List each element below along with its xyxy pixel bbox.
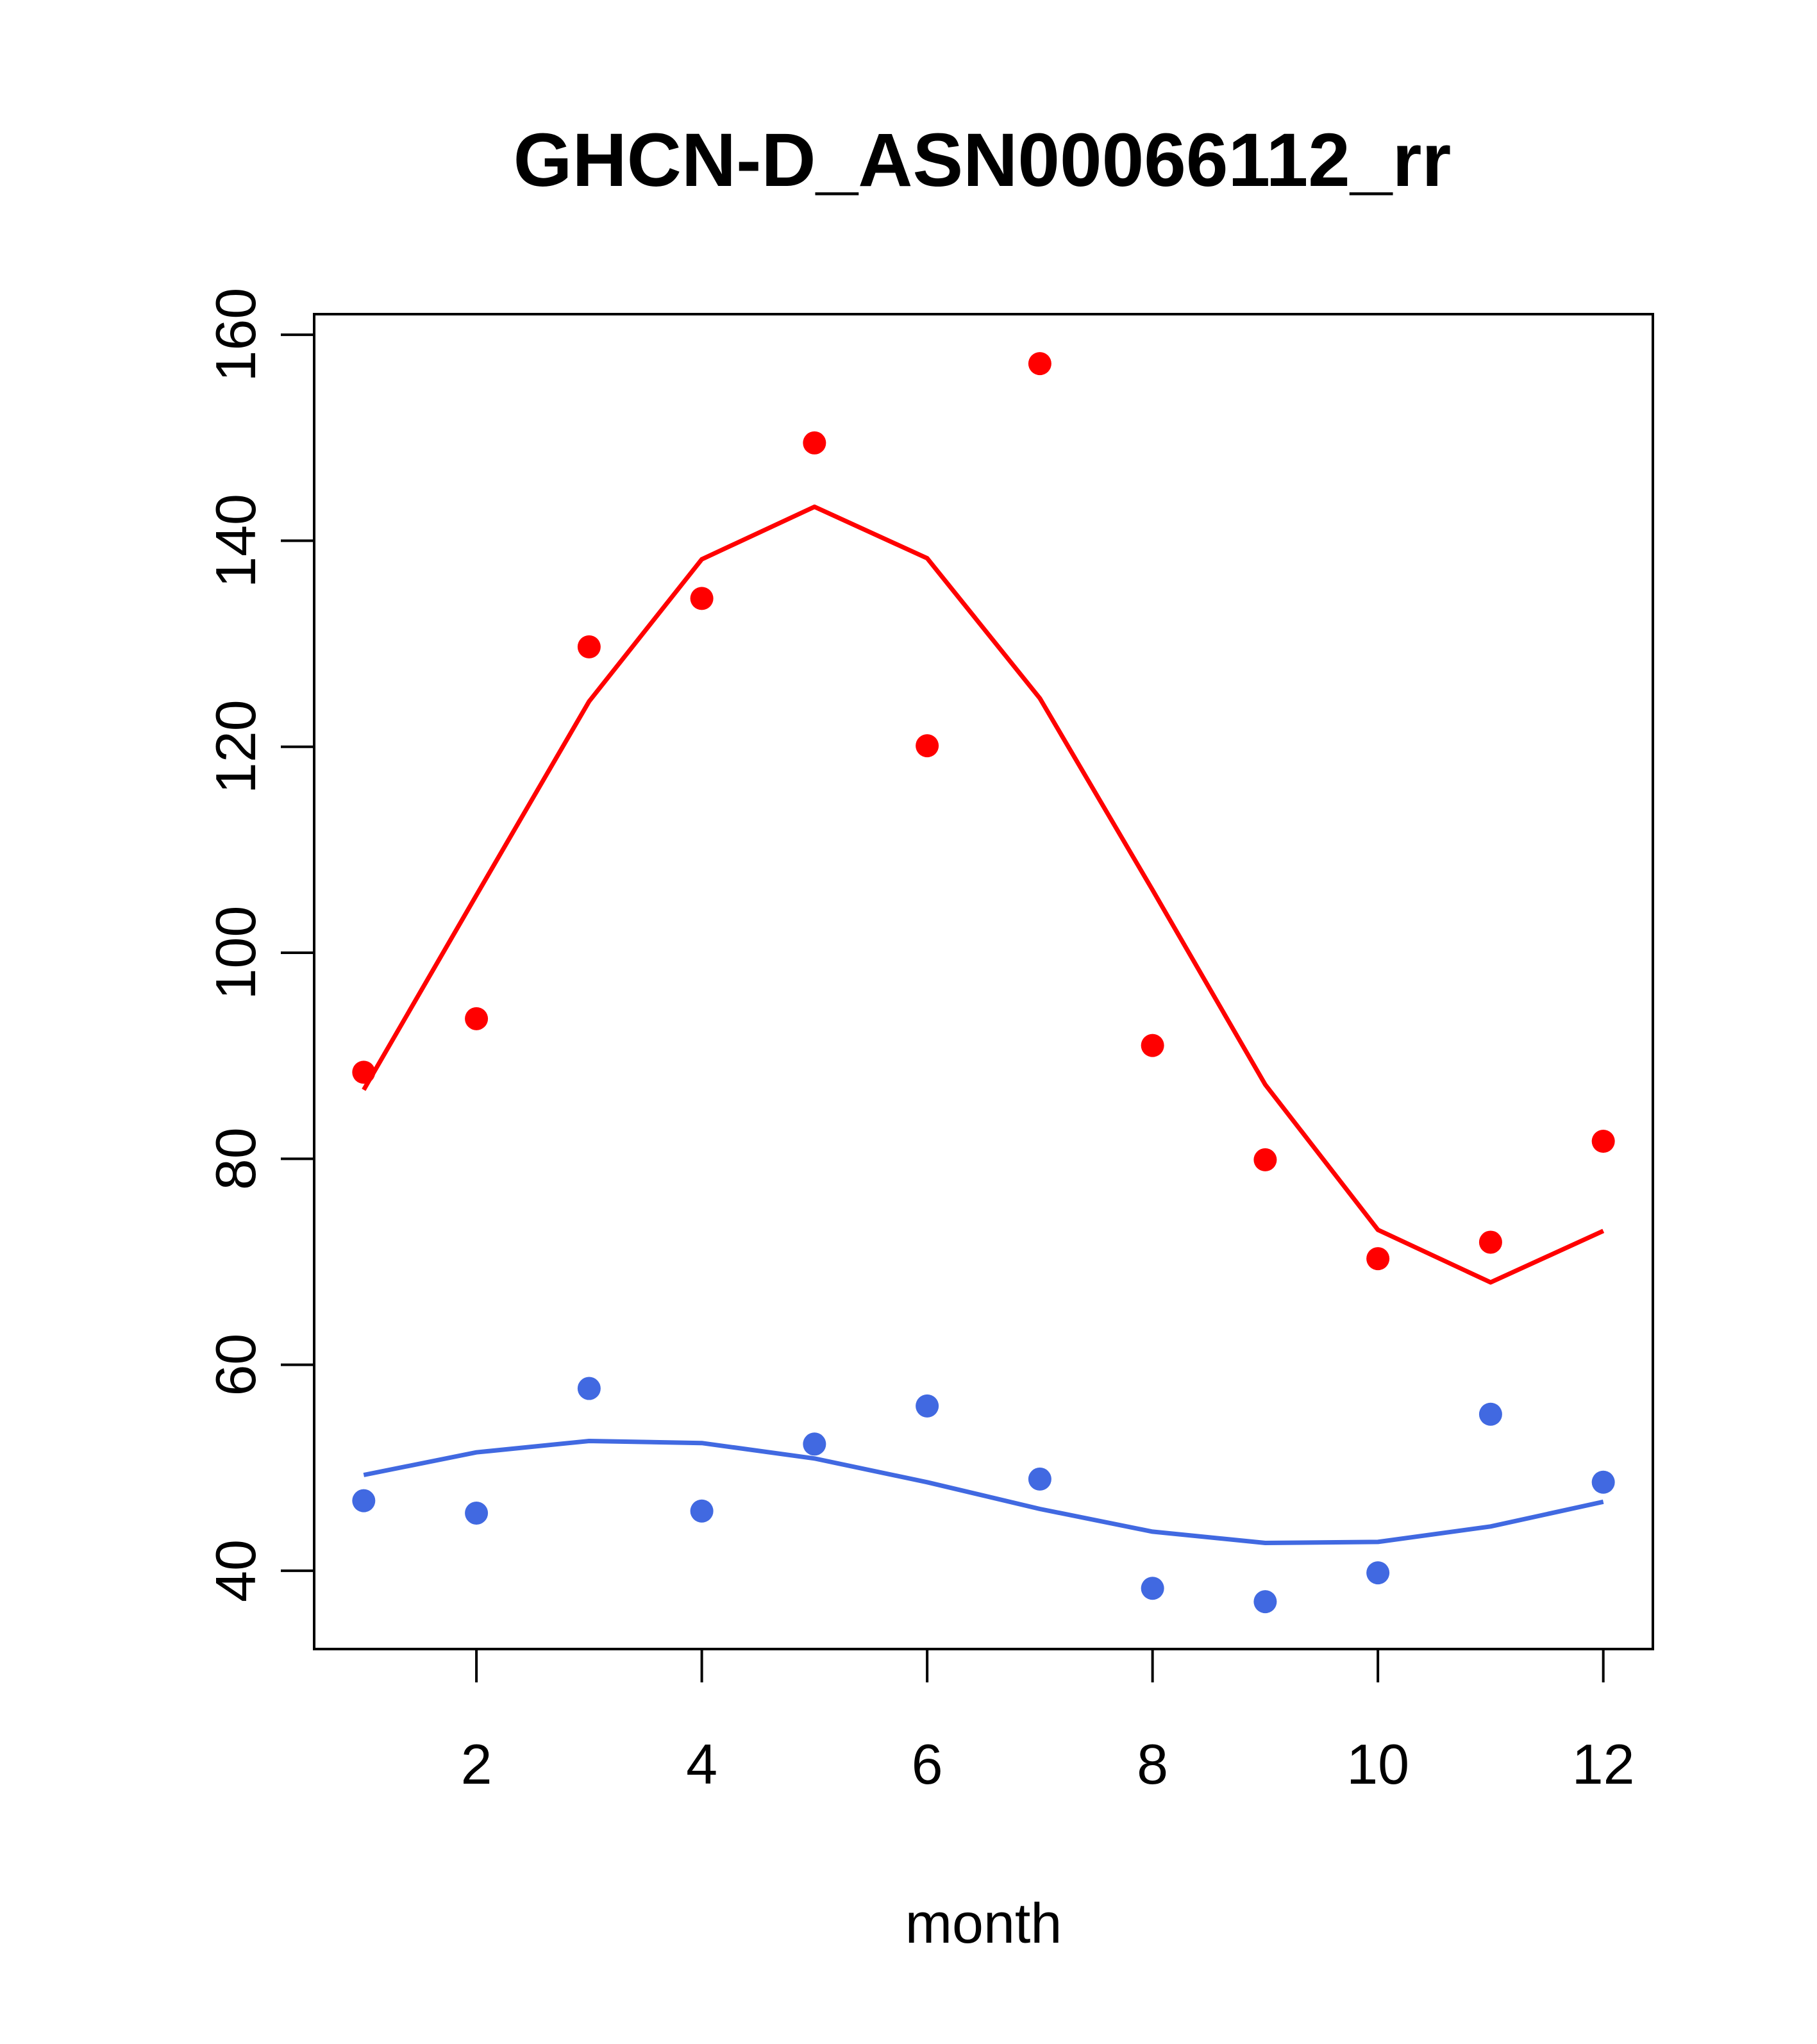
x-tick-label: 12 — [1572, 1732, 1635, 1796]
x-axis-title: month — [905, 1891, 1062, 1955]
data-point-2 — [1478, 1402, 1502, 1426]
x-tick-label: 6 — [912, 1732, 943, 1796]
x-axis: 2 4 6 8 10 12 — [461, 1648, 1635, 1796]
data-point-0 — [465, 1007, 489, 1030]
data-point-2 — [1141, 1577, 1164, 1600]
y-tick-label: 40 — [204, 1539, 267, 1602]
data-point-0 — [803, 431, 826, 455]
data-point-2 — [1253, 1590, 1277, 1614]
data-point-2 — [465, 1501, 489, 1525]
data-point-2 — [352, 1489, 376, 1512]
data-point-0 — [1366, 1247, 1390, 1271]
data-point-0 — [1478, 1230, 1502, 1254]
y-tick-label: 160 — [204, 288, 267, 382]
y-axis: 40 60 80 100 120 140 160 — [204, 288, 315, 1602]
data-point-0 — [690, 587, 714, 610]
chart-title: GHCN-D_ASN00066112_rr — [514, 118, 1452, 203]
data-point-2 — [1591, 1470, 1615, 1494]
data-point-0 — [1253, 1148, 1277, 1171]
series-layer — [352, 352, 1615, 1614]
data-point-2 — [1028, 1467, 1051, 1491]
x-tick-label: 10 — [1346, 1732, 1409, 1796]
y-tick-label: 80 — [204, 1127, 267, 1190]
y-tick-label: 60 — [204, 1334, 267, 1396]
data-point-2 — [577, 1377, 601, 1400]
data-point-0 — [1591, 1130, 1615, 1153]
series-line-3 — [363, 1439, 1604, 1545]
data-point-0 — [1141, 1034, 1164, 1057]
y-tick-label: 140 — [204, 494, 267, 588]
data-point-0 — [577, 635, 601, 658]
y-tick-label: 100 — [204, 906, 267, 1000]
data-point-0 — [1028, 352, 1051, 376]
data-point-2 — [916, 1394, 939, 1418]
x-tick-label: 4 — [686, 1732, 717, 1796]
data-point-0 — [916, 734, 939, 758]
series-line-1 — [362, 504, 1605, 1285]
x-tick-label: 2 — [461, 1732, 492, 1796]
data-point-2 — [803, 1432, 826, 1456]
data-point-0 — [352, 1060, 376, 1084]
data-point-2 — [690, 1499, 714, 1523]
data-point-2 — [1366, 1561, 1390, 1585]
y-tick-label: 120 — [204, 699, 267, 794]
x-tick-label: 8 — [1137, 1732, 1168, 1796]
